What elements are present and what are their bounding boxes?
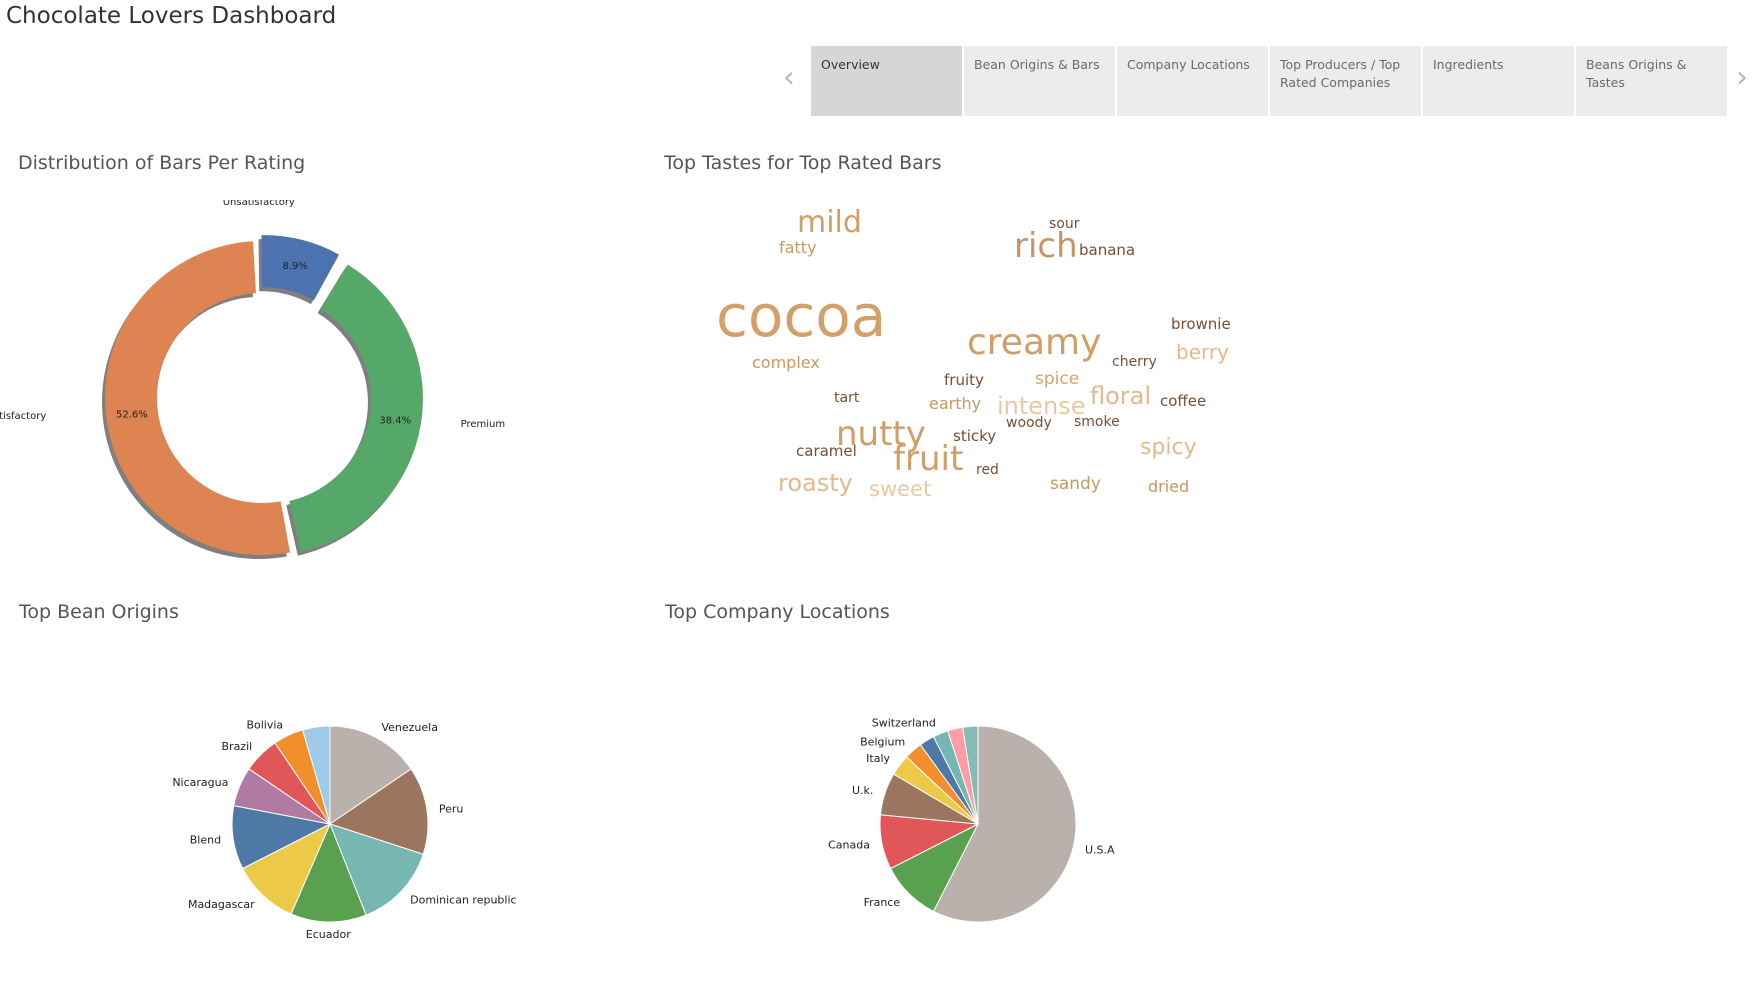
donut-slice-above-satisfactory (104, 241, 290, 555)
tab-label: Overview (821, 57, 880, 72)
donut-pct-label: 52.6% (116, 409, 148, 420)
tab-label: Beans Origins & Tastes (1586, 57, 1687, 90)
tab-overview[interactable]: Overview (811, 46, 962, 116)
word-cloud-sandy: sandy (1050, 474, 1101, 494)
pie-slice-label: Peru (439, 803, 464, 816)
tab-label: Company Locations (1127, 57, 1250, 72)
word-cloud-tart: tart (834, 390, 860, 406)
tab-label: Bean Origins & Bars (974, 57, 1100, 72)
dashboard-title: Chocolate Lovers Dashboard (6, 3, 337, 29)
word-cloud-roasty: roasty (778, 469, 853, 497)
word-cloud-brownie: brownie (1171, 315, 1231, 333)
word-cloud-sticky: sticky (953, 427, 997, 445)
pie-slice-label: U.k. (852, 784, 873, 797)
donut-slice-premium (289, 264, 423, 552)
word-cloud-caramel: caramel (796, 442, 857, 460)
word-cloud-rich: rich (1014, 226, 1078, 266)
tab-top-producers[interactable]: Top Producers / Top Rated Companies (1270, 46, 1421, 116)
word-cloud-intense: intense (997, 392, 1086, 420)
tab-strip: Overview Bean Origins & Bars Company Loc… (811, 46, 1729, 116)
pie-slice-madagascar (242, 822, 332, 915)
pie-slice-u-s-a (932, 725, 1077, 923)
pie-slice-label: Nicaragua (172, 776, 228, 789)
word-cloud-spice: spice (1035, 369, 1080, 389)
word-cloud-red: red (976, 462, 999, 478)
word-cloud-banana: banana (1079, 241, 1136, 259)
word-cloud-creamy: creamy (967, 322, 1102, 363)
tab-company-locations[interactable]: Company Locations (1117, 46, 1268, 116)
pie-slice-venezuela (329, 725, 412, 825)
tab-ingredients[interactable]: Ingredients (1423, 46, 1574, 116)
chevron-left-icon[interactable]: ‹ (783, 60, 795, 95)
word-cloud-nutty: nutty (836, 414, 926, 454)
pie-slice-label: Canada (828, 839, 870, 852)
word-cloud-coffee: coffee (1160, 392, 1207, 410)
donut-category-label: Premium (461, 419, 506, 430)
word-cloud-fruit: fruit (893, 439, 964, 479)
chevron-right-icon[interactable]: › (1736, 60, 1748, 95)
pie-slice-ecuador (290, 822, 367, 923)
word-cloud-fruity: fruity (944, 371, 984, 389)
pie-slice-label: Blend (190, 833, 221, 846)
pie-slice-label: U.S.A (1085, 844, 1115, 857)
company-locations-title: Top Company Locations (665, 601, 890, 623)
word-cloud-sour: sour (1049, 216, 1080, 232)
donut-slice-unsatisfactory (261, 235, 340, 301)
pie-slice-label: Ecuador (306, 928, 351, 941)
tastes-word-cloud: mild fatty sour banana rich cocoa brownie berry… (640, 190, 1340, 530)
word-cloud-earthy: earthy (929, 394, 982, 413)
word-cloud-floral: floral (1090, 382, 1152, 410)
pie-slice-label: Venezuela (381, 721, 438, 734)
pie-slice-label: Dominican republic (410, 893, 516, 906)
pie-slice-unlabeled (962, 725, 979, 825)
pie-slice-label: Brazil (222, 740, 253, 753)
rating-distribution-title: Distribution of Bars Per Rating (18, 152, 306, 174)
company-locations-pie-chart: U.S.A France Canada U.k. Italy Belgium Switzer… (828, 716, 1115, 923)
pie-slice-label: Bolivia (246, 718, 283, 731)
bean-origins-pie-chart: Venezuela Peru Dominican republic Ecuador Ma… (172, 718, 516, 941)
word-cloud-cocoa: cocoa (716, 282, 887, 350)
donut-category-label: Above Satisfactory (0, 411, 46, 422)
pie-slice-label: Madagascar (188, 898, 255, 911)
word-cloud-mild: mild (797, 205, 862, 240)
pie-slice-unlabeled (302, 725, 331, 825)
pie-slice-peru (328, 768, 429, 855)
pie-slice-label: Belgium (860, 735, 905, 748)
pie-slice-label: France (864, 896, 901, 909)
pie-slice-label: Switzerland (872, 716, 936, 729)
top-tastes-title: Top Tastes for Top Rated Bars (664, 152, 942, 174)
word-cloud-berry: berry (1176, 340, 1229, 364)
rating-donut-chart: 8.9% Unsatisfactory 38.4% Premium 52.6% Above… (0, 200, 506, 559)
tab-beans-origins-tastes[interactable]: Beans Origins & Tastes (1576, 46, 1727, 116)
tab-label: Top Producers / Top Rated Companies (1280, 57, 1401, 90)
pie-slice-dominican-republic (329, 823, 424, 916)
tab-bean-origins-bars[interactable]: Bean Origins & Bars (964, 46, 1115, 116)
word-cloud-sweet: sweet (869, 477, 932, 501)
word-cloud-fatty: fatty (779, 238, 817, 257)
pie-slice-label: Italy (866, 752, 890, 765)
word-cloud-spicy: spicy (1140, 435, 1197, 460)
word-cloud-smoke: smoke (1074, 414, 1120, 430)
bean-origins-title: Top Bean Origins (19, 601, 179, 623)
word-cloud-complex: complex (752, 353, 820, 372)
tab-label: Ingredients (1433, 57, 1504, 72)
word-cloud-dried: dried (1148, 477, 1190, 496)
donut-category-label: Unsatisfactory (223, 200, 295, 208)
donut-pct-label: 8.9% (283, 261, 308, 272)
donut-pct-label: 38.4% (379, 416, 411, 427)
word-cloud-woody: woody (1006, 415, 1052, 431)
word-cloud-cherry: cherry (1112, 354, 1157, 370)
